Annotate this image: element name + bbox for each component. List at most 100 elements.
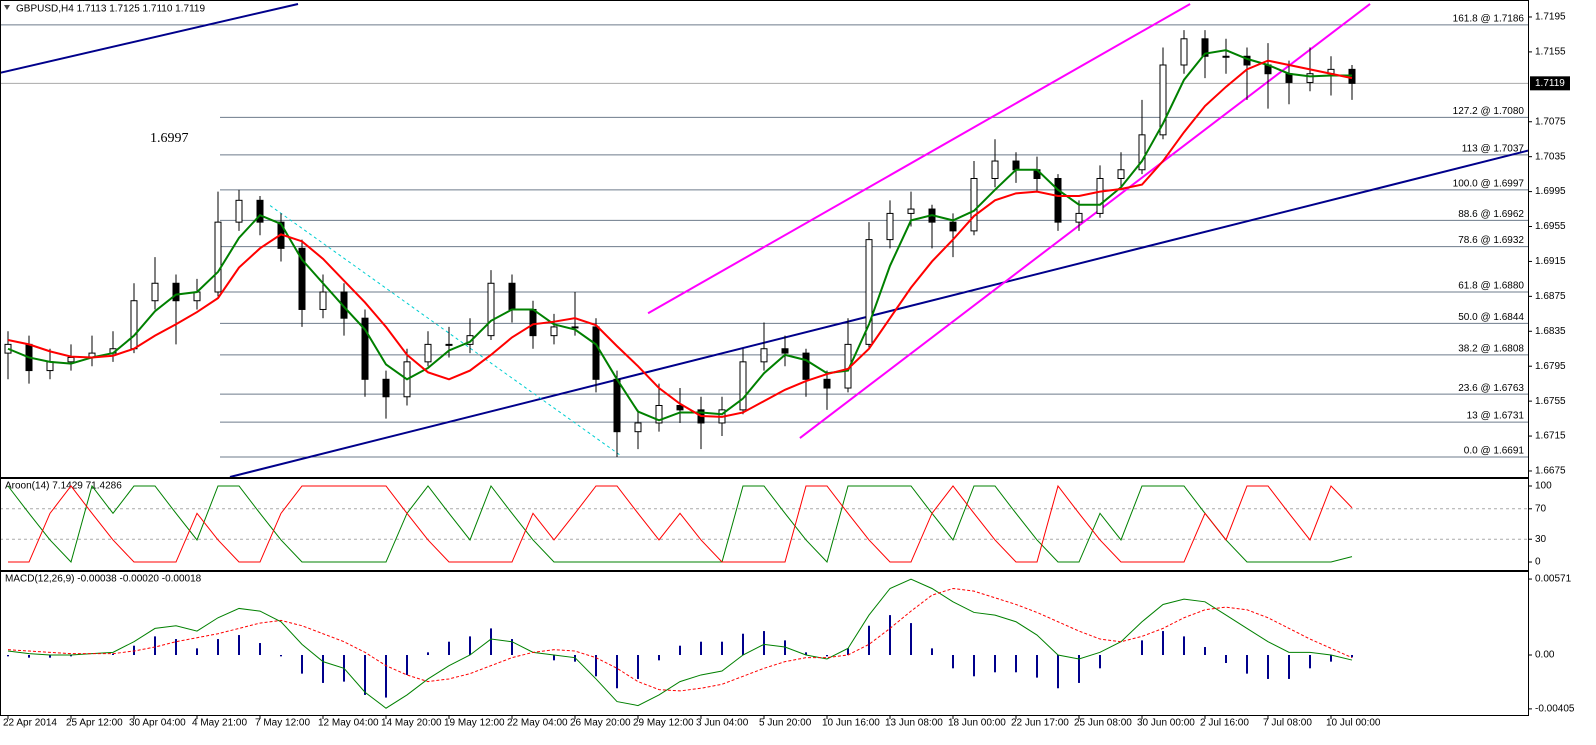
annotation: 1.6997 — [150, 131, 189, 146]
y-tick-label: 1.6715 — [1535, 431, 1566, 442]
last-price-label: 1.7119 — [1535, 78, 1565, 89]
candle-body — [970, 177, 978, 232]
fib-label: 78.6 @ 1.6932 — [1458, 235, 1524, 246]
indicator-line — [7, 59, 1353, 418]
x-tick-label: 25 Apr 12:00 — [66, 718, 123, 729]
x-tick-label: 10 Jun 16:00 — [822, 718, 880, 729]
candle-body — [991, 160, 999, 179]
candle-body — [550, 326, 558, 337]
x-tick-label: 22 Apr 2014 — [3, 718, 57, 729]
y-tick-label: 1.6995 — [1535, 186, 1566, 197]
candle-body — [739, 361, 747, 411]
x-tick-label: 14 May 20:00 — [381, 718, 442, 729]
candle-body — [886, 212, 894, 241]
candle-body — [214, 221, 222, 293]
fib-label: 23.6 @ 1.6763 — [1458, 383, 1524, 394]
y-tick-label: 1.6875 — [1535, 291, 1566, 302]
candle-body — [445, 343, 453, 346]
candle-body — [4, 343, 12, 354]
candle-body — [1285, 73, 1293, 83]
panel-plot — [1, 2, 1528, 477]
x-tick-label: 30 Jun 00:00 — [1137, 718, 1195, 729]
candle-body — [1222, 55, 1230, 58]
x-tick-label: 22 May 04:00 — [507, 718, 568, 729]
trend-line — [269, 205, 621, 456]
candle-body — [319, 291, 327, 310]
candle-body — [172, 282, 180, 302]
candle-body — [613, 378, 621, 433]
y-tick-label: 1.6915 — [1535, 256, 1566, 267]
chart-title: GBPUSD,H4 1.7113 1.7125 1.7110 1.7119 — [16, 4, 205, 15]
y-tick-label: 1.6955 — [1535, 221, 1566, 232]
candle-body — [508, 282, 516, 310]
trend-line — [229, 149, 1528, 477]
candle-body — [1075, 212, 1083, 223]
candle-body — [1159, 64, 1167, 136]
fib-label: 88.6 @ 1.6962 — [1458, 209, 1524, 220]
candle-body — [781, 348, 789, 354]
x-tick-label: 13 Jun 08:00 — [885, 718, 943, 729]
x-tick-label: 7 Jul 08:00 — [1263, 718, 1312, 729]
y-tick-label: 0 — [1535, 557, 1541, 568]
candle-body — [130, 300, 138, 350]
y-tick-label: 1.7075 — [1535, 116, 1566, 127]
indicator-line — [7, 49, 1352, 422]
x-tick-label: 22 Jun 17:00 — [1011, 718, 1069, 729]
candle-body — [1201, 38, 1209, 57]
y-tick-label: 0.00571 — [1535, 574, 1572, 585]
candle-body — [1117, 169, 1125, 179]
x-tick-label: 10 Jul 00:00 — [1326, 718, 1381, 729]
y-tick-label: 1.7195 — [1535, 12, 1566, 23]
candle-body — [907, 208, 915, 214]
candle-body — [193, 291, 201, 302]
macd-title: MACD(12,26,9) -0.00038 -0.00020 -0.00018 — [5, 574, 202, 585]
candle-body — [46, 361, 54, 372]
x-tick-label: 25 Jun 08:00 — [1074, 718, 1132, 729]
fib-label: 61.8 @ 1.6880 — [1458, 281, 1524, 292]
x-tick-label: 19 May 12:00 — [444, 718, 505, 729]
candle-body — [529, 308, 537, 337]
trend-line — [647, 3, 1191, 315]
y-tick-label: 1.6675 — [1535, 466, 1566, 477]
x-tick-label: 7 May 12:00 — [255, 718, 310, 729]
candle-body — [634, 422, 642, 433]
x-tick-label: 30 Apr 04:00 — [129, 718, 186, 729]
candle-body — [802, 352, 810, 380]
y-tick-label: 1.7035 — [1535, 151, 1566, 162]
y-tick-label: 1.6835 — [1535, 326, 1566, 337]
fib-label: 0.0 @ 1.6691 — [1464, 446, 1525, 457]
fib-label: 127.2 @ 1.7080 — [1453, 106, 1525, 117]
x-tick-label: 2 Jul 16:00 — [1200, 718, 1249, 729]
x-tick-label: 3 Jun 04:00 — [696, 718, 749, 729]
candle-body — [676, 404, 684, 411]
candle-body — [151, 282, 159, 302]
y-tick-label: 100 — [1535, 481, 1552, 492]
indicator-line — [7, 484, 1353, 564]
candle-body — [760, 348, 768, 363]
candle-body — [382, 378, 390, 398]
candle-body — [235, 199, 243, 223]
x-tick-label: 5 Jun 20:00 — [759, 718, 812, 729]
candle-body — [949, 221, 957, 232]
panel-plot — [1, 484, 1528, 564]
indicator-line — [8, 484, 1353, 563]
y-tick-label: 1.6795 — [1535, 361, 1566, 372]
title-icon — [4, 5, 10, 10]
trend-line — [799, 3, 1371, 439]
last-price-box — [1530, 76, 1570, 91]
fib-label: 161.8 @ 1.7186 — [1453, 13, 1525, 24]
candle-body — [298, 247, 306, 310]
y-tick-label: 70 — [1535, 503, 1547, 514]
candle-body — [1096, 177, 1104, 214]
candle-body — [865, 239, 873, 345]
x-tick-label: 12 May 04:00 — [318, 718, 379, 729]
candle-body — [1012, 160, 1020, 171]
candle-body — [571, 326, 579, 329]
candle-body — [361, 317, 369, 380]
candle-body — [823, 378, 831, 389]
y-tick-label: 30 — [1535, 534, 1547, 545]
candle-body — [340, 291, 348, 319]
panel-plot — [7, 578, 1353, 709]
